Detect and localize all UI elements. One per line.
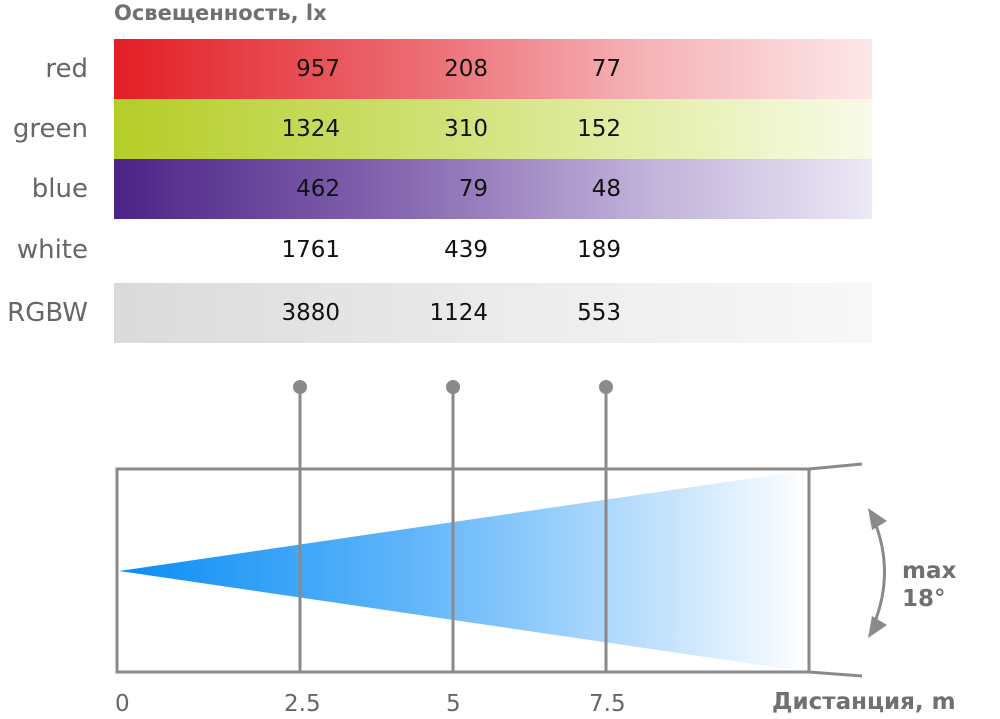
angle-arrow-icon (868, 508, 887, 638)
value-green-5: 310 (444, 116, 488, 142)
value-white-5: 439 (444, 237, 488, 263)
row-label-red: red (45, 54, 88, 84)
x-axis-title: Дистанция, m (772, 689, 956, 715)
value-white-2_5: 1761 (281, 237, 340, 263)
row-green: green 1324 310 152 (13, 99, 872, 159)
row-blue: blue 462 79 48 (32, 159, 872, 219)
value-blue-5: 79 (458, 176, 488, 202)
value-green-7_5: 152 (577, 116, 621, 142)
value-red-2_5: 957 (296, 56, 340, 82)
x-tick-5: 5 (446, 691, 461, 717)
light-beam-cone (119, 470, 808, 672)
value-white-7_5: 189 (577, 237, 621, 263)
row-label-green: green (12, 114, 88, 144)
value-rgbw-2_5: 3880 (281, 300, 340, 326)
frame-extension-top (808, 462, 863, 471)
row-label-rgbw: RGBW (7, 298, 88, 328)
value-green-2_5: 1324 (281, 116, 340, 142)
marker-dot-5 (446, 380, 460, 394)
frame-extension-bottom (808, 670, 863, 678)
x-tick-0: 0 (115, 691, 130, 717)
row-rgbw: RGBW 3880 1124 553 (7, 283, 872, 343)
x-tick-7_5: 7.5 (589, 691, 626, 717)
row-label-blue: blue (31, 174, 88, 204)
row-label-white: white (16, 235, 88, 265)
marker-dot-2_5 (293, 380, 307, 394)
diagram-frame (115, 467, 811, 674)
value-rgbw-5: 1124 (429, 300, 488, 326)
value-blue-7_5: 48 (591, 176, 621, 202)
value-red-7_5: 77 (591, 56, 621, 82)
marker-dot-7_5 (599, 380, 613, 394)
row-red: red 957 208 77 (45, 39, 872, 99)
value-red-5: 208 (444, 56, 488, 82)
value-rgbw-7_5: 553 (577, 300, 621, 326)
x-tick-2_5: 2.5 (284, 691, 321, 717)
value-blue-2_5: 462 (296, 176, 340, 202)
chart-title: Освещенность, lx (114, 1, 327, 25)
row-white: white 1761 439 189 (17, 220, 872, 280)
beam-angle-label: max 18° (902, 558, 957, 612)
